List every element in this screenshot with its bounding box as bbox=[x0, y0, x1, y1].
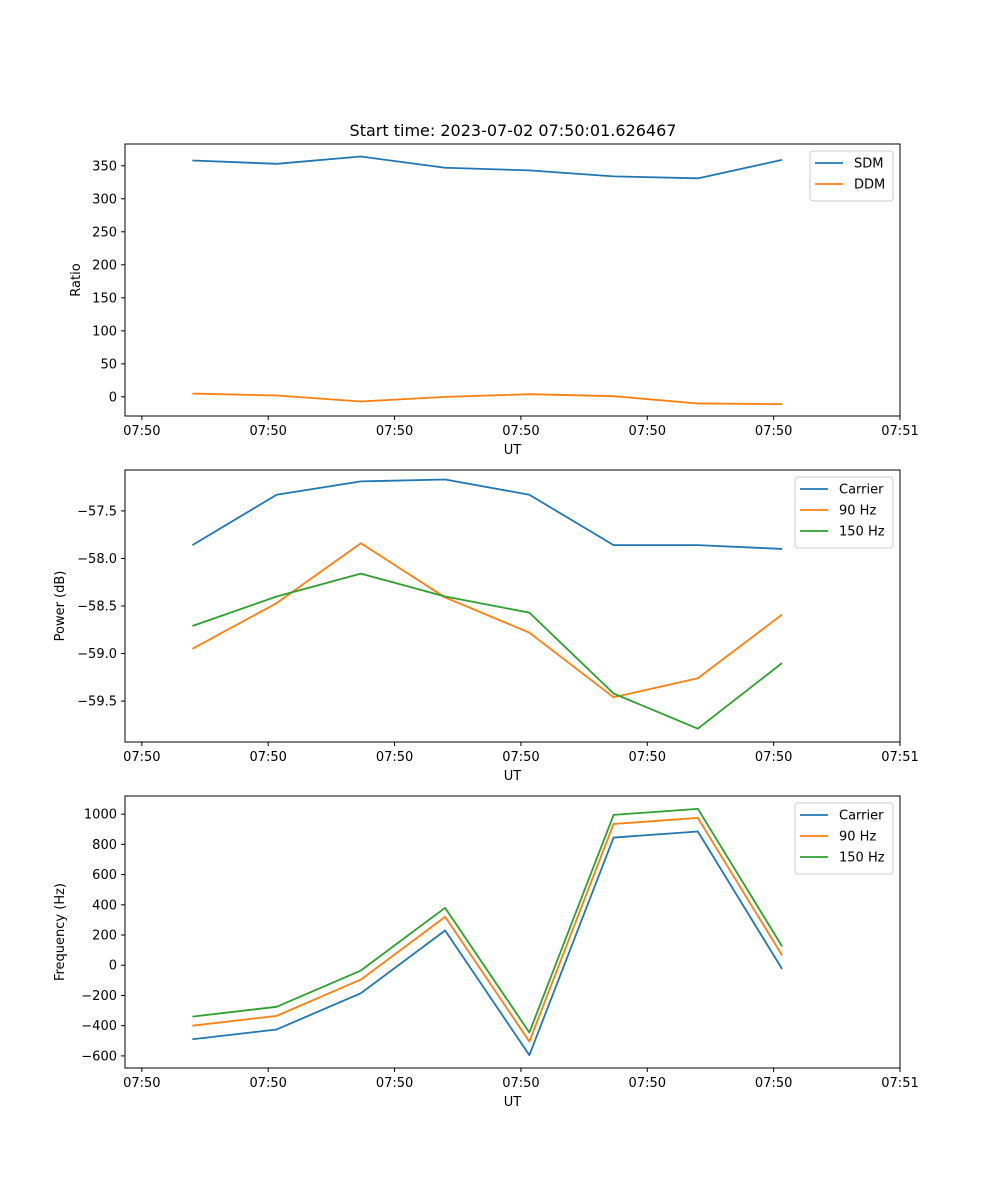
series-line-150-hz bbox=[192, 807, 783, 1034]
x-tick-label: 07:50 bbox=[376, 1076, 413, 1091]
legend-label: SDM bbox=[854, 157, 883, 172]
y-tick-label: 100 bbox=[92, 324, 117, 339]
series-line-sdm bbox=[192, 155, 783, 180]
x-tick-label: 07:50 bbox=[249, 750, 286, 765]
series-line-90-hz bbox=[192, 817, 783, 1043]
series-line-ddm bbox=[192, 392, 783, 406]
y-tick-label: 300 bbox=[92, 192, 117, 207]
x-tick-label: 07:50 bbox=[755, 1076, 792, 1091]
legend: Carrier 90 Hz 150 Hz bbox=[794, 476, 894, 549]
x-tick-label: 07:50 bbox=[502, 750, 539, 765]
x-axis-label: UT bbox=[504, 1095, 522, 1110]
legend-label: Carrier bbox=[839, 809, 884, 824]
y-tick-label: −57.5 bbox=[77, 504, 117, 519]
legend: Carrier 90 Hz 150 Hz bbox=[794, 802, 894, 875]
legend-label: Carrier bbox=[839, 483, 884, 498]
x-tick-label: 07:51 bbox=[881, 424, 918, 439]
subplot-2: 07:50 07:50 07:50 07:50 07:50 07:50 07:51 −59.5… bbox=[53, 469, 919, 784]
subplot-3: 07:50 07:50 07:50 07:50 07:50 07:50 07:51 −600 −… bbox=[53, 795, 919, 1110]
y-tick-label: −59.5 bbox=[77, 695, 117, 710]
axes-frame bbox=[124, 143, 901, 417]
y-axis-label: Frequency (Hz) bbox=[53, 883, 68, 981]
series-line-carrier bbox=[191, 478, 783, 550]
x-tick-label: 07:50 bbox=[755, 424, 792, 439]
y-tick-label: 200 bbox=[92, 258, 117, 273]
legend: SDM DDM bbox=[809, 150, 894, 202]
y-tick-label: 50 bbox=[100, 357, 117, 372]
subplots: 07:50 07:50 07:50 07:50 07:50 07:50 07:51 0 50 10… bbox=[53, 143, 919, 1110]
series-line-carrier bbox=[192, 830, 783, 1057]
subplot-1: 07:50 07:50 07:50 07:50 07:50 07:50 07:51 0 50 10… bbox=[69, 143, 919, 458]
x-tick-label: 07:50 bbox=[502, 1076, 539, 1091]
x-tick-label: 07:50 bbox=[376, 750, 413, 765]
x-tick-label: 07:50 bbox=[123, 1076, 160, 1091]
y-tick-label: −58.0 bbox=[77, 552, 117, 567]
legend-label: 150 Hz bbox=[839, 851, 885, 866]
legend-label: 90 Hz bbox=[839, 504, 876, 519]
x-axis-label: UT bbox=[504, 443, 522, 458]
y-axis-label: Ratio bbox=[69, 263, 84, 296]
y-tick-label: 600 bbox=[92, 868, 117, 883]
x-tick-label: 07:50 bbox=[502, 424, 539, 439]
x-tick-label: 07:50 bbox=[123, 750, 160, 765]
legend-label: 90 Hz bbox=[839, 830, 876, 845]
y-tick-label: −59.0 bbox=[77, 647, 117, 662]
x-tick-label: 07:50 bbox=[249, 1076, 286, 1091]
x-tick-label: 07:50 bbox=[629, 424, 666, 439]
x-tick-label: 07:51 bbox=[881, 1076, 918, 1091]
y-tick-label: 0 bbox=[109, 390, 117, 405]
x-axis-label: UT bbox=[504, 769, 522, 784]
x-tick-label: 07:50 bbox=[123, 424, 160, 439]
y-tick-label: 1000 bbox=[84, 808, 117, 823]
y-tick-label: −400 bbox=[81, 1019, 117, 1034]
y-tick-label: −58.5 bbox=[77, 600, 117, 615]
series-line-150-hz bbox=[192, 572, 783, 730]
y-axis-label: Power (dB) bbox=[53, 571, 68, 642]
y-tick-label: 0 bbox=[109, 959, 117, 974]
legend-label: DDM bbox=[854, 178, 885, 193]
y-tick-label: −600 bbox=[81, 1049, 117, 1064]
x-tick-label: 07:51 bbox=[881, 750, 918, 765]
x-tick-label: 07:50 bbox=[629, 750, 666, 765]
y-tick-label: 200 bbox=[92, 929, 117, 944]
x-tick-label: 07:50 bbox=[376, 424, 413, 439]
y-tick-label: 400 bbox=[92, 898, 117, 913]
chart-title: Start time: 2023-07-02 07:50:01.626467 bbox=[350, 121, 677, 140]
y-tick-label: 800 bbox=[92, 838, 117, 853]
x-tick-label: 07:50 bbox=[629, 1076, 666, 1091]
legend-label: 150 Hz bbox=[839, 525, 885, 540]
axes-frame bbox=[124, 795, 901, 1069]
x-tick-label: 07:50 bbox=[249, 424, 286, 439]
y-tick-label: 150 bbox=[92, 291, 117, 306]
y-tick-label: −200 bbox=[81, 989, 117, 1004]
x-tick-label: 07:50 bbox=[755, 750, 792, 765]
y-tick-label: 250 bbox=[92, 225, 117, 240]
y-tick-label: 350 bbox=[92, 159, 117, 174]
